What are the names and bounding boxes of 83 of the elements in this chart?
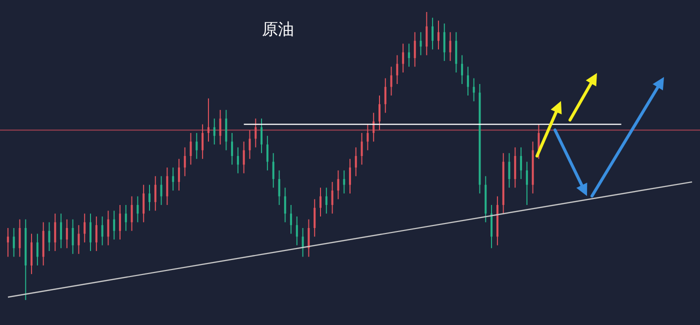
candlestick bbox=[196, 132, 198, 160]
candlestick bbox=[378, 95, 380, 131]
candlestick bbox=[296, 216, 298, 246]
candlestick bbox=[124, 204, 127, 232]
candlestick bbox=[248, 130, 251, 160]
candlestick bbox=[225, 109, 228, 151]
candlestick bbox=[402, 43, 404, 73]
candlestick bbox=[420, 32, 422, 56]
candlestick bbox=[219, 109, 222, 145]
candlestick bbox=[160, 176, 162, 206]
candlestick bbox=[78, 224, 80, 254]
candlestick bbox=[190, 132, 192, 166]
candlestick bbox=[354, 146, 357, 177]
candlestick bbox=[343, 170, 346, 194]
candlestick bbox=[278, 170, 280, 206]
candlestick bbox=[130, 196, 133, 232]
text: 原油 bbox=[262, 20, 294, 38]
candlestick bbox=[172, 167, 174, 192]
candlestick bbox=[302, 228, 304, 258]
candlestick bbox=[154, 176, 156, 212]
candlestick bbox=[472, 78, 475, 102]
candlestick bbox=[437, 20, 440, 50]
candlestick bbox=[290, 204, 292, 234]
candlestick bbox=[113, 210, 116, 240]
candlestick bbox=[213, 118, 216, 145]
candlestick bbox=[390, 66, 392, 96]
candlestick bbox=[136, 196, 139, 223]
candlestick bbox=[314, 198, 316, 238]
candlestick bbox=[266, 135, 268, 171]
candlestick bbox=[184, 146, 186, 177]
candlestick bbox=[432, 17, 434, 50]
candlestick bbox=[284, 187, 286, 223]
candlestick bbox=[325, 187, 328, 214]
candlestick bbox=[119, 204, 121, 240]
candlestick bbox=[18, 218, 21, 258]
candlestick bbox=[443, 23, 446, 62]
candlestick bbox=[202, 124, 204, 160]
candlestick bbox=[6, 228, 9, 258]
candlestick bbox=[349, 158, 351, 194]
candlestick bbox=[236, 146, 239, 174]
candlestick bbox=[331, 181, 334, 214]
candlestick bbox=[242, 141, 245, 174]
candlestick bbox=[272, 152, 274, 188]
candlestick bbox=[426, 12, 428, 56]
candlestick bbox=[166, 167, 168, 206]
candlestick bbox=[72, 218, 74, 254]
candlestick bbox=[66, 218, 68, 249]
candlestick bbox=[231, 132, 234, 166]
candlestick bbox=[148, 184, 150, 212]
candlestick bbox=[84, 213, 86, 243]
candlestick bbox=[408, 43, 410, 68]
candlestick bbox=[12, 228, 15, 258]
candlestick bbox=[466, 66, 469, 96]
candlestick bbox=[178, 158, 180, 192]
candlestick bbox=[254, 118, 257, 148]
candlestick bbox=[490, 204, 493, 249]
candlestick bbox=[508, 152, 510, 188]
candlestick bbox=[207, 98, 210, 142]
candlestick bbox=[360, 132, 363, 166]
candlestick bbox=[90, 213, 92, 252]
candlestick bbox=[101, 216, 104, 246]
candlestick bbox=[260, 118, 263, 154]
candlestick bbox=[514, 146, 516, 188]
candlestick bbox=[449, 32, 452, 62]
candlestick bbox=[95, 216, 98, 252]
candlestick bbox=[366, 124, 369, 151]
candlestick bbox=[30, 233, 33, 275]
candlestick bbox=[320, 187, 322, 217]
candlestick bbox=[36, 233, 38, 266]
candlestick bbox=[461, 54, 464, 84]
candlestick bbox=[54, 213, 56, 252]
candlestick bbox=[384, 78, 386, 114]
candlestick bbox=[48, 222, 50, 252]
candlestick bbox=[60, 213, 62, 249]
candlestick bbox=[414, 32, 416, 68]
candlestick bbox=[520, 146, 522, 180]
candlestick bbox=[308, 218, 310, 258]
candlestick bbox=[396, 54, 398, 84]
candlestick bbox=[337, 170, 340, 200]
candlestick bbox=[107, 210, 110, 246]
candlestick bbox=[526, 161, 528, 206]
candlestick bbox=[142, 184, 145, 223]
candlestick bbox=[455, 32, 458, 73]
